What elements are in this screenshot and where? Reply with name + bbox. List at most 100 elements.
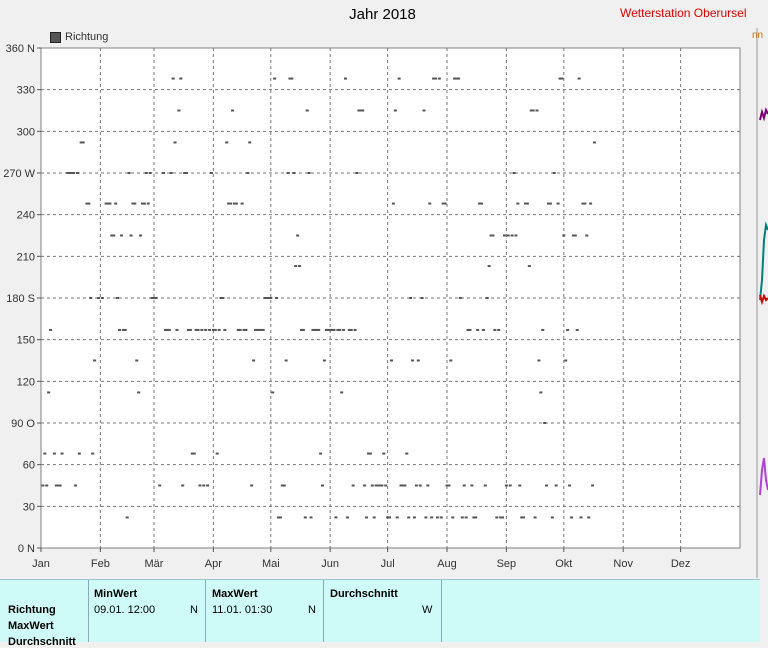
data-point xyxy=(428,202,432,205)
data-point xyxy=(276,516,280,519)
max-value: 11.01. 01:30 xyxy=(212,604,273,616)
data-point xyxy=(303,516,307,519)
data-point xyxy=(190,452,194,455)
data-point xyxy=(363,484,367,487)
side-series-teal xyxy=(759,221,768,301)
data-point xyxy=(236,328,240,331)
data-point xyxy=(280,484,284,487)
data-point xyxy=(462,484,466,487)
data-point xyxy=(219,297,223,299)
data-point xyxy=(441,202,445,205)
data-point xyxy=(271,391,275,394)
data-point xyxy=(298,265,302,268)
x-tick-label: Mai xyxy=(262,558,280,570)
data-point xyxy=(85,202,89,205)
y-tick-label: 180 S xyxy=(6,293,35,305)
data-point xyxy=(89,297,93,299)
data-point xyxy=(265,297,269,299)
data-point xyxy=(583,202,587,205)
x-tick-label: Apr xyxy=(205,558,222,570)
data-point xyxy=(388,516,392,519)
data-point xyxy=(334,516,338,519)
data-point xyxy=(171,77,175,80)
y-tick-label: 360 N xyxy=(6,43,35,55)
data-point xyxy=(240,202,244,205)
data-point xyxy=(499,516,503,519)
data-point xyxy=(569,516,573,519)
data-point xyxy=(269,297,273,299)
data-point xyxy=(202,484,206,487)
data-point xyxy=(118,328,122,331)
data-point xyxy=(374,484,378,487)
data-point xyxy=(372,516,376,519)
data-point xyxy=(299,328,303,331)
data-point xyxy=(539,391,543,394)
data-point xyxy=(533,516,537,519)
data-point xyxy=(296,234,300,237)
data-point xyxy=(154,297,158,299)
data-point xyxy=(253,328,257,331)
data-point xyxy=(60,452,64,455)
data-point xyxy=(592,141,596,144)
data-point xyxy=(292,172,296,174)
data-point xyxy=(206,484,210,487)
data-point xyxy=(393,109,397,112)
data-point xyxy=(579,516,583,519)
data-point xyxy=(391,202,395,205)
data-point xyxy=(209,172,213,174)
data-point xyxy=(581,202,585,205)
data-point xyxy=(211,328,215,331)
data-point xyxy=(326,328,330,331)
data-point xyxy=(309,516,313,519)
data-point xyxy=(49,328,53,331)
data-point xyxy=(305,109,309,112)
data-point xyxy=(357,109,361,112)
data-point xyxy=(133,202,137,205)
data-point xyxy=(497,328,501,331)
data-point xyxy=(403,484,407,487)
data-point xyxy=(150,297,154,299)
data-point xyxy=(426,484,430,487)
chart-title: Jahr 2018 xyxy=(349,6,416,23)
data-point xyxy=(68,172,72,174)
data-point xyxy=(165,328,169,331)
data-point xyxy=(106,202,110,205)
data-point xyxy=(129,234,133,237)
data-point xyxy=(432,77,436,80)
data-point xyxy=(330,328,334,331)
data-point xyxy=(543,422,547,424)
data-point xyxy=(288,77,292,80)
data-point xyxy=(386,516,390,519)
data-point xyxy=(142,202,146,205)
data-point xyxy=(365,516,369,519)
data-point xyxy=(96,297,100,299)
data-point xyxy=(234,202,238,205)
data-point xyxy=(447,484,451,487)
data-point xyxy=(257,328,261,331)
data-point xyxy=(420,297,424,299)
data-point xyxy=(548,202,552,205)
station-name: Wetterstation Oberursel xyxy=(620,6,747,20)
data-point xyxy=(351,484,355,487)
data-point xyxy=(208,328,212,331)
data-point xyxy=(198,484,202,487)
data-point xyxy=(229,202,233,205)
data-point xyxy=(445,484,449,487)
data-point xyxy=(140,202,144,205)
data-point xyxy=(512,172,516,174)
data-point xyxy=(158,484,162,487)
data-point xyxy=(317,328,321,331)
data-point xyxy=(56,484,60,487)
data-point xyxy=(144,172,148,174)
data-point xyxy=(215,452,219,455)
data-point xyxy=(137,391,141,394)
data-point xyxy=(525,202,529,205)
data-point xyxy=(545,484,549,487)
data-point xyxy=(179,77,183,80)
data-point xyxy=(319,452,323,455)
max-header: MaxWert xyxy=(212,588,258,600)
data-point xyxy=(139,234,143,237)
y-tick-label: 240 xyxy=(17,210,35,222)
data-point xyxy=(267,297,271,299)
data-point xyxy=(355,172,359,174)
